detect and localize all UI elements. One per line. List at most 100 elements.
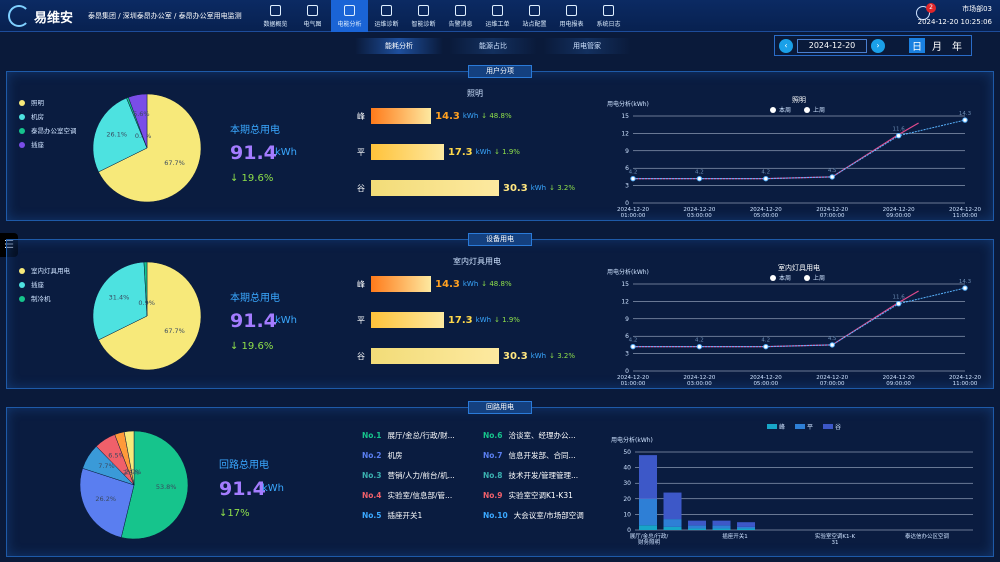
- data-point: [696, 343, 703, 350]
- breadcrumb: 泰昂集团 / 深圳泰昂办公室 / 泰昂办公室用电监测: [88, 12, 242, 20]
- y-tick-label: 3: [625, 183, 629, 190]
- bell-icon[interactable]: [916, 6, 930, 20]
- nav-icon: [566, 4, 577, 16]
- nav-label: 运维工单: [485, 20, 510, 28]
- tou-change: ↓ 1.9%: [494, 316, 520, 324]
- legend-item[interactable]: 照明: [19, 96, 77, 110]
- pie-label: 6.5%: [108, 452, 125, 460]
- circuit-item[interactable]: No.3 营销/人力/前台/机...: [362, 470, 455, 481]
- tou-bar: [371, 312, 444, 328]
- legend-item[interactable]: 插座: [19, 278, 70, 292]
- circuit-no: No.1: [362, 431, 382, 440]
- tou-bar: [371, 276, 432, 292]
- subtab-1[interactable]: 能源占比: [449, 38, 537, 54]
- circuit-no: No.5: [362, 511, 382, 520]
- x-tick-label: 财务照明: [638, 538, 661, 546]
- x-tick-label: 泰达信办公区空调: [905, 532, 950, 540]
- nav-item-0[interactable]: 数据概览: [257, 0, 294, 32]
- y-tick-label: 12: [621, 130, 629, 137]
- circuit-name: 信息开发部、合同...: [508, 451, 576, 460]
- main-nav: 数据概览 电气图 电能分析 运维诊断 智能诊断 告警消息 运维工单 站点配置 用电报表 系统日志: [257, 0, 627, 32]
- circuit-item[interactable]: No.8 技术开发/管理管理...: [483, 470, 578, 481]
- y-tick-label: 9: [625, 148, 629, 155]
- circuit-item[interactable]: No.7 信息开发部、合同...: [483, 450, 576, 461]
- circuit-item[interactable]: No.2 机房: [362, 450, 403, 461]
- nav-item-9[interactable]: 系统日志: [590, 0, 627, 32]
- x-tick-label: 09:00:00: [886, 381, 911, 387]
- x-tick-label: 05:00:00: [753, 381, 778, 387]
- pie-chart: 67.7% 31.4% 0.9%: [92, 261, 202, 371]
- subtab-0[interactable]: 能耗分析: [355, 38, 443, 54]
- nav-item-6[interactable]: 运维工单: [479, 0, 516, 32]
- series-line-last-week: [633, 119, 966, 180]
- top-bar: 易维安 泰昂集团 / 深圳泰昂办公室 / 泰昂办公室用电监测 数据概览 电气图 电能…: [0, 0, 1000, 32]
- data-point: [696, 175, 703, 182]
- nav-item-3[interactable]: 运维诊断: [368, 0, 405, 32]
- circuit-item[interactable]: No.5 插座开关1: [362, 510, 422, 521]
- circuit-item[interactable]: No.1 展厅/金总/行政/财...: [362, 430, 455, 441]
- y-tick-label: 0: [625, 200, 629, 207]
- total-value: 91.4: [230, 310, 277, 332]
- point-label: 14.3: [959, 111, 972, 117]
- y-tick-label: 0: [627, 527, 631, 534]
- user-name[interactable]: 市场部03: [962, 5, 992, 13]
- subtab-2[interactable]: 用电管家: [543, 38, 631, 54]
- legend-item[interactable]: 泰昂办公室空调: [19, 124, 77, 138]
- granularity-day[interactable]: 日: [909, 38, 925, 53]
- nav-icon: [418, 4, 429, 16]
- legend-item[interactable]: 室内灯具用电: [19, 264, 70, 278]
- bar-segment: [639, 525, 657, 530]
- circuit-no: No.3: [362, 471, 382, 480]
- bar-segment: [663, 526, 682, 530]
- point-label: 4.2: [761, 170, 770, 176]
- next-date-button[interactable]: ›: [871, 38, 885, 53]
- pie-label: 53.8%: [156, 483, 177, 491]
- tou-value: 17.3: [447, 146, 473, 158]
- legend-item[interactable]: 制冷机: [19, 292, 70, 306]
- nav-item-7[interactable]: 站点配置: [516, 0, 553, 32]
- total-label: 回路总用电: [219, 460, 269, 471]
- y-tick-label: 50: [623, 449, 631, 456]
- nav-icon: [307, 4, 318, 16]
- pie-label: 0.9%: [138, 299, 155, 307]
- granularity-month[interactable]: 月: [932, 42, 942, 53]
- x-tick-label: 实验室空调K1-K: [815, 532, 856, 540]
- nav-item-4[interactable]: 智能诊断: [405, 0, 442, 32]
- total-change: ↓ 19.6%: [230, 341, 274, 352]
- nav-item-8[interactable]: 用电报表: [553, 0, 590, 32]
- pie-slice: [79, 467, 135, 538]
- bar-segment: [712, 528, 731, 530]
- legend-swatch: [823, 424, 833, 429]
- circuit-item[interactable]: No.4 实验室/信息部/管...: [362, 490, 452, 501]
- nav-item-1[interactable]: 电气图: [294, 0, 331, 32]
- nav-item-5[interactable]: 告警消息: [442, 0, 479, 32]
- nav-label: 运维诊断: [374, 20, 399, 28]
- tou-bar-row: 谷 30.3 kWh ↓ 3.2%: [357, 180, 575, 196]
- circuit-item[interactable]: No.6 洽谈室、经理办公...: [483, 430, 576, 441]
- total-change: ↓ 19.6%: [230, 173, 274, 184]
- legend-item[interactable]: 插座: [19, 138, 77, 152]
- tou-bar-row: 平 17.3 kWh ↓ 1.9%: [357, 312, 520, 328]
- chart-title: 照明: [792, 96, 806, 104]
- prev-date-button[interactable]: ‹: [779, 38, 793, 53]
- legend-item[interactable]: 机房: [19, 110, 77, 124]
- date-input[interactable]: 2024-12-20: [797, 38, 867, 53]
- circuit-item[interactable]: No.10 大会议室/市场部空调: [483, 510, 584, 521]
- granularity-year[interactable]: 年: [952, 42, 962, 53]
- point-label: 4.2: [761, 338, 770, 344]
- bar-segment: [712, 520, 731, 526]
- x-tick-label: 01:00:00: [621, 213, 646, 219]
- bar-chart: 用电分析(kWh) 峰 平 谷 0 10 20 30 40 50 展厅/金总/行政/ 财务照明 插座开…: [611, 423, 973, 546]
- legend-swatch: [795, 424, 805, 429]
- nav-icon: [344, 4, 355, 16]
- clock: 2024-12-20 10:25:06: [917, 18, 992, 26]
- circuit-name: 展厅/金总/行政/财...: [387, 431, 455, 440]
- circuit-item[interactable]: No.9 实验室空调K1-K31: [483, 490, 573, 501]
- nav-item-2[interactable]: 电能分析: [331, 0, 368, 32]
- circuit-no: No.8: [483, 471, 503, 480]
- bar-segment: [688, 525, 707, 529]
- legend-swatch: [767, 424, 777, 429]
- circuit-no: No.7: [483, 451, 503, 460]
- x-tick-label: 07:00:00: [820, 213, 845, 219]
- user-info: 市场部03 2024-12-20 10:25:06: [918, 3, 992, 29]
